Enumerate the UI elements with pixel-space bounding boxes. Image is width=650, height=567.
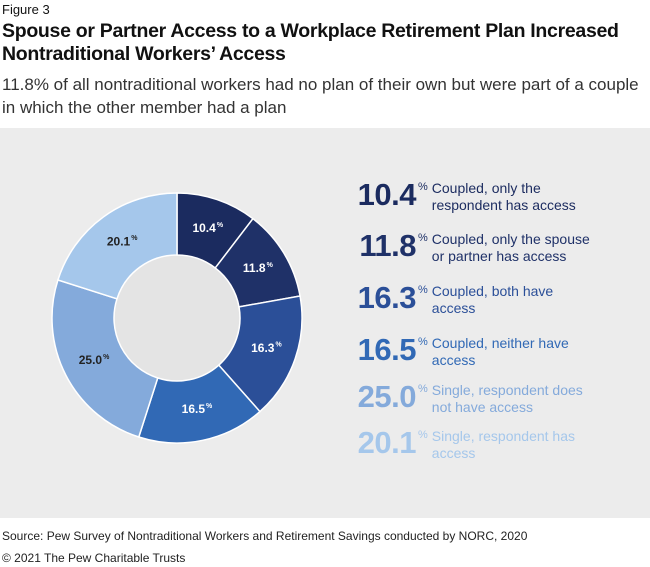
slice-label-unit: % xyxy=(131,235,138,242)
legend-item: 16.3% Coupled, both have access xyxy=(352,280,597,317)
chart-panel: 10.4% 11.8% 16.3% 16.5% 25.0% 20.1% xyxy=(0,128,650,518)
slice-label: 16.3 xyxy=(251,341,275,355)
legend-item: 11.8% Coupled, only the spouse or partner… xyxy=(352,228,597,265)
slice-label: 10.4 xyxy=(192,221,216,235)
copyright: © 2021 The Pew Charitable Trusts xyxy=(2,551,186,565)
slice-label: 11.8 xyxy=(243,261,266,275)
legend-unit: % xyxy=(418,429,428,441)
legend-label: Single, respondent does not have access xyxy=(431,382,583,415)
donut-chart: 10.4 %11.8 %16.3 %16.5 %25.0 %20.1% xyxy=(51,192,303,444)
legend-label: Coupled, only the respondent has access xyxy=(431,180,576,213)
legend-unit: % xyxy=(418,284,428,296)
legend-value: 25.0 xyxy=(357,379,417,414)
legend-value: 11.8 xyxy=(359,228,416,263)
chart-subtitle: 11.8% of all nontraditional workers had … xyxy=(2,75,639,117)
donut-slice xyxy=(56,192,178,300)
slice-label-unit: % xyxy=(217,222,224,229)
donut-hole xyxy=(114,255,240,381)
slice-label: 16.5 xyxy=(182,402,206,416)
legend-unit: % xyxy=(418,383,428,395)
slice-label-unit: % xyxy=(267,262,274,269)
source: Source: Pew Survey of Nontraditional Wor… xyxy=(2,529,528,543)
legend-unit: % xyxy=(418,336,428,348)
legend-value: 10.4 xyxy=(357,177,417,212)
legend-item: 25.0% Single, respondent does not have ac… xyxy=(352,379,597,416)
legend-value: 16.5 xyxy=(357,332,417,367)
figure-label: Figure 3 xyxy=(2,2,50,17)
slice-label-unit: % xyxy=(206,403,213,410)
legend-label: Coupled, both have access xyxy=(431,283,554,316)
legend-unit: % xyxy=(418,232,428,244)
legend-label: Coupled, neither have access xyxy=(431,335,569,368)
legend-item: 20.1% Single, respondent has access xyxy=(352,425,597,462)
legend-value: 20.1 xyxy=(357,425,417,460)
legend-item: 10.4% Coupled, only the respondent has ac… xyxy=(352,177,597,214)
slice-label: 25.0 xyxy=(79,353,103,367)
slice-label: 20.1 xyxy=(107,234,131,248)
legend-unit: % xyxy=(418,181,428,193)
chart-title: Spouse or Partner Access to a Workplace … xyxy=(2,20,619,65)
donut-slice xyxy=(51,279,159,438)
legend-label: Single, respondent has access xyxy=(431,428,575,461)
legend-item: 16.5% Coupled, neither have access xyxy=(352,332,597,369)
slice-label-unit: % xyxy=(275,342,282,349)
legend-label: Coupled, only the spouse or partner has … xyxy=(431,231,590,264)
slice-label-unit: % xyxy=(103,354,110,361)
legend-value: 16.3 xyxy=(357,280,417,315)
